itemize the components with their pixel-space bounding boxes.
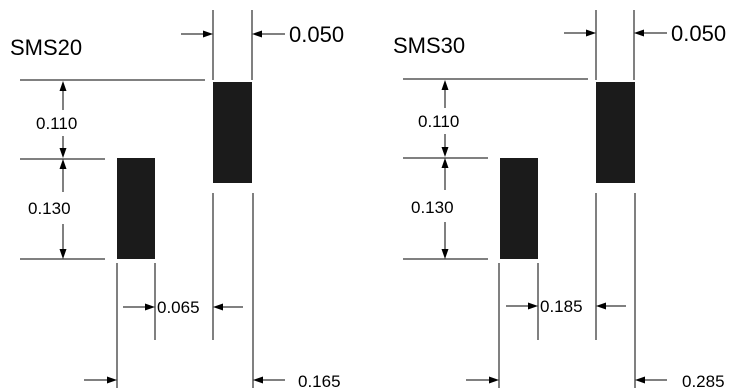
dimension-inner-gap: 0.185 [506, 297, 626, 316]
footprint-title: SMS30 [393, 33, 465, 58]
dimension-label: 0.110 [36, 114, 77, 133]
pad-tall [213, 82, 252, 183]
dimension-label: 0.185 [540, 297, 583, 316]
pad-short [117, 158, 155, 259]
dimension-label: 0.050 [671, 21, 726, 46]
dimension-label: 0.130 [411, 198, 454, 217]
footprint-sms20: SMS20 0.050 0.110 [10, 10, 344, 388]
dimension-label: 0.110 [418, 112, 459, 131]
dimension-label: 0.050 [289, 22, 344, 47]
dimension-pad-width: 0.050 [564, 21, 726, 46]
dimension-overall-span: 0.165 [84, 372, 341, 388]
pad-short [500, 158, 538, 259]
pad-tall [596, 82, 635, 183]
dimension-label: 0.130 [28, 199, 71, 218]
dimension-pad-height: 0.130 [28, 159, 71, 259]
dimension-overall-span: 0.285 [466, 372, 725, 388]
dimension-label: 0.285 [682, 372, 725, 388]
dimension-pad-offset: 0.110 [36, 81, 77, 158]
dimension-label: 0.165 [298, 372, 341, 388]
footprint-title: SMS20 [10, 35, 82, 60]
dimension-pad-offset: 0.110 [418, 80, 459, 157]
dimension-inner-gap: 0.065 [123, 298, 243, 317]
dimension-pad-width: 0.050 [181, 22, 344, 47]
dimension-label: 0.065 [157, 298, 200, 317]
footprint-sms30: SMS30 0.050 0.110 [393, 10, 726, 388]
dimension-pad-height: 0.130 [411, 158, 454, 259]
